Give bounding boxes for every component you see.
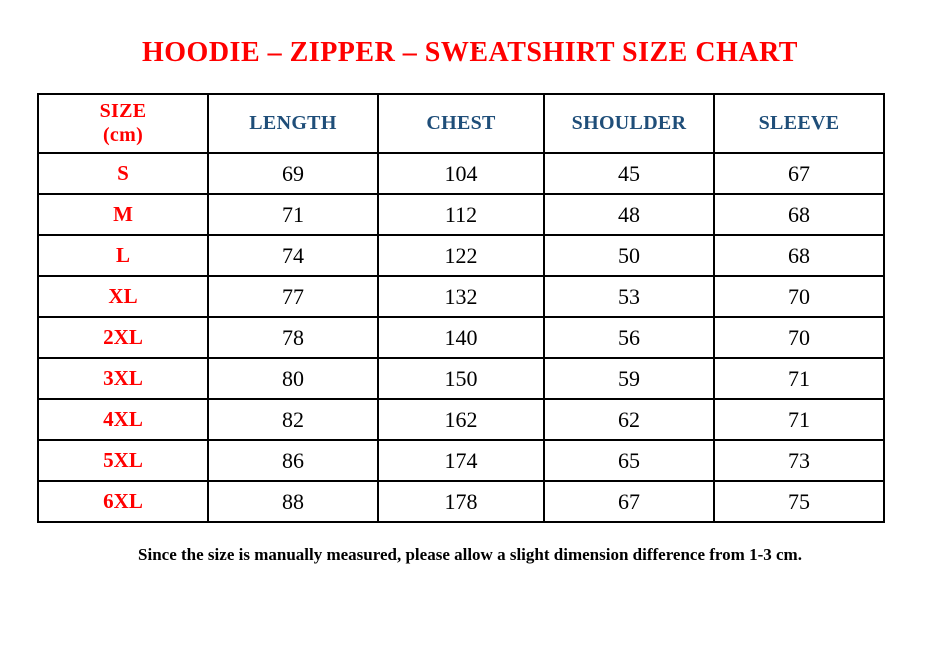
table-row: 6XL 88 178 67 75 — [37, 480, 885, 524]
length-value: 88 — [207, 480, 379, 524]
size-chart-table: SIZE (cm) LENGTH CHEST SHOULDER SLEEVE S… — [37, 93, 885, 524]
page-title: HOODIE – ZIPPER – SWEATSHIRT SIZE CHART — [142, 37, 798, 68]
table-row: 3XL 80 150 59 71 — [37, 357, 885, 401]
length-value: 77 — [207, 275, 379, 319]
chest-value: 132 — [377, 275, 545, 319]
table-row: 5XL 86 174 65 73 — [37, 439, 885, 483]
chest-value: 122 — [377, 234, 545, 278]
shoulder-value: 59 — [543, 357, 715, 401]
shoulder-value: 53 — [543, 275, 715, 319]
sleeve-value: 67 — [713, 152, 885, 196]
size-label: L — [37, 234, 209, 278]
shoulder-value: 62 — [543, 398, 715, 442]
table-row: XL 77 132 53 70 — [37, 275, 885, 319]
chest-value: 174 — [377, 439, 545, 483]
shoulder-value: 50 — [543, 234, 715, 278]
chest-value: 140 — [377, 316, 545, 360]
length-value: 78 — [207, 316, 379, 360]
size-label: 5XL — [37, 439, 209, 483]
chest-value: 112 — [377, 193, 545, 237]
shoulder-value: 48 — [543, 193, 715, 237]
footnote: Since the size is manually measured, ple… — [138, 545, 802, 565]
table-row: S 69 104 45 67 — [37, 152, 885, 196]
chest-value: 150 — [377, 357, 545, 401]
size-label: M — [37, 193, 209, 237]
shoulder-value: 56 — [543, 316, 715, 360]
table-row: 2XL 78 140 56 70 — [37, 316, 885, 360]
size-label: 2XL — [37, 316, 209, 360]
column-header-chest: CHEST — [377, 93, 545, 155]
table-row: 4XL 82 162 62 71 — [37, 398, 885, 442]
column-header-size: SIZE (cm) — [37, 93, 209, 155]
shoulder-value: 45 — [543, 152, 715, 196]
stray-dot: . — [476, 37, 480, 52]
length-value: 86 — [207, 439, 379, 483]
table-row: M 71 112 48 68 — [37, 193, 885, 237]
sleeve-value: 71 — [713, 398, 885, 442]
sleeve-value: 70 — [713, 316, 885, 360]
length-value: 80 — [207, 357, 379, 401]
sleeve-value: 68 — [713, 234, 885, 278]
length-value: 74 — [207, 234, 379, 278]
shoulder-value: 65 — [543, 439, 715, 483]
size-label: 3XL — [37, 357, 209, 401]
size-chart-page: . HOODIE – ZIPPER – SWEATSHIRT SIZE CHAR… — [0, 37, 940, 565]
sleeve-value: 71 — [713, 357, 885, 401]
size-label: 6XL — [37, 480, 209, 524]
column-header-sleeve: SLEEVE — [713, 93, 885, 155]
sleeve-value: 68 — [713, 193, 885, 237]
sleeve-value: 73 — [713, 439, 885, 483]
chest-value: 162 — [377, 398, 545, 442]
length-value: 82 — [207, 398, 379, 442]
length-value: 69 — [207, 152, 379, 196]
sleeve-value: 75 — [713, 480, 885, 524]
column-header-length: LENGTH — [207, 93, 379, 155]
size-label: 4XL — [37, 398, 209, 442]
size-label: S — [37, 152, 209, 196]
size-header-line2: (cm) — [102, 123, 144, 146]
length-value: 71 — [207, 193, 379, 237]
sleeve-value: 70 — [713, 275, 885, 319]
size-label: XL — [37, 275, 209, 319]
chest-value: 104 — [377, 152, 545, 196]
table-row: L 74 122 50 68 — [37, 234, 885, 278]
column-header-shoulder: SHOULDER — [543, 93, 715, 155]
table-header-row: SIZE (cm) LENGTH CHEST SHOULDER SLEEVE — [37, 93, 885, 155]
size-header-line1: SIZE — [99, 100, 147, 123]
shoulder-value: 67 — [543, 480, 715, 524]
chest-value: 178 — [377, 480, 545, 524]
